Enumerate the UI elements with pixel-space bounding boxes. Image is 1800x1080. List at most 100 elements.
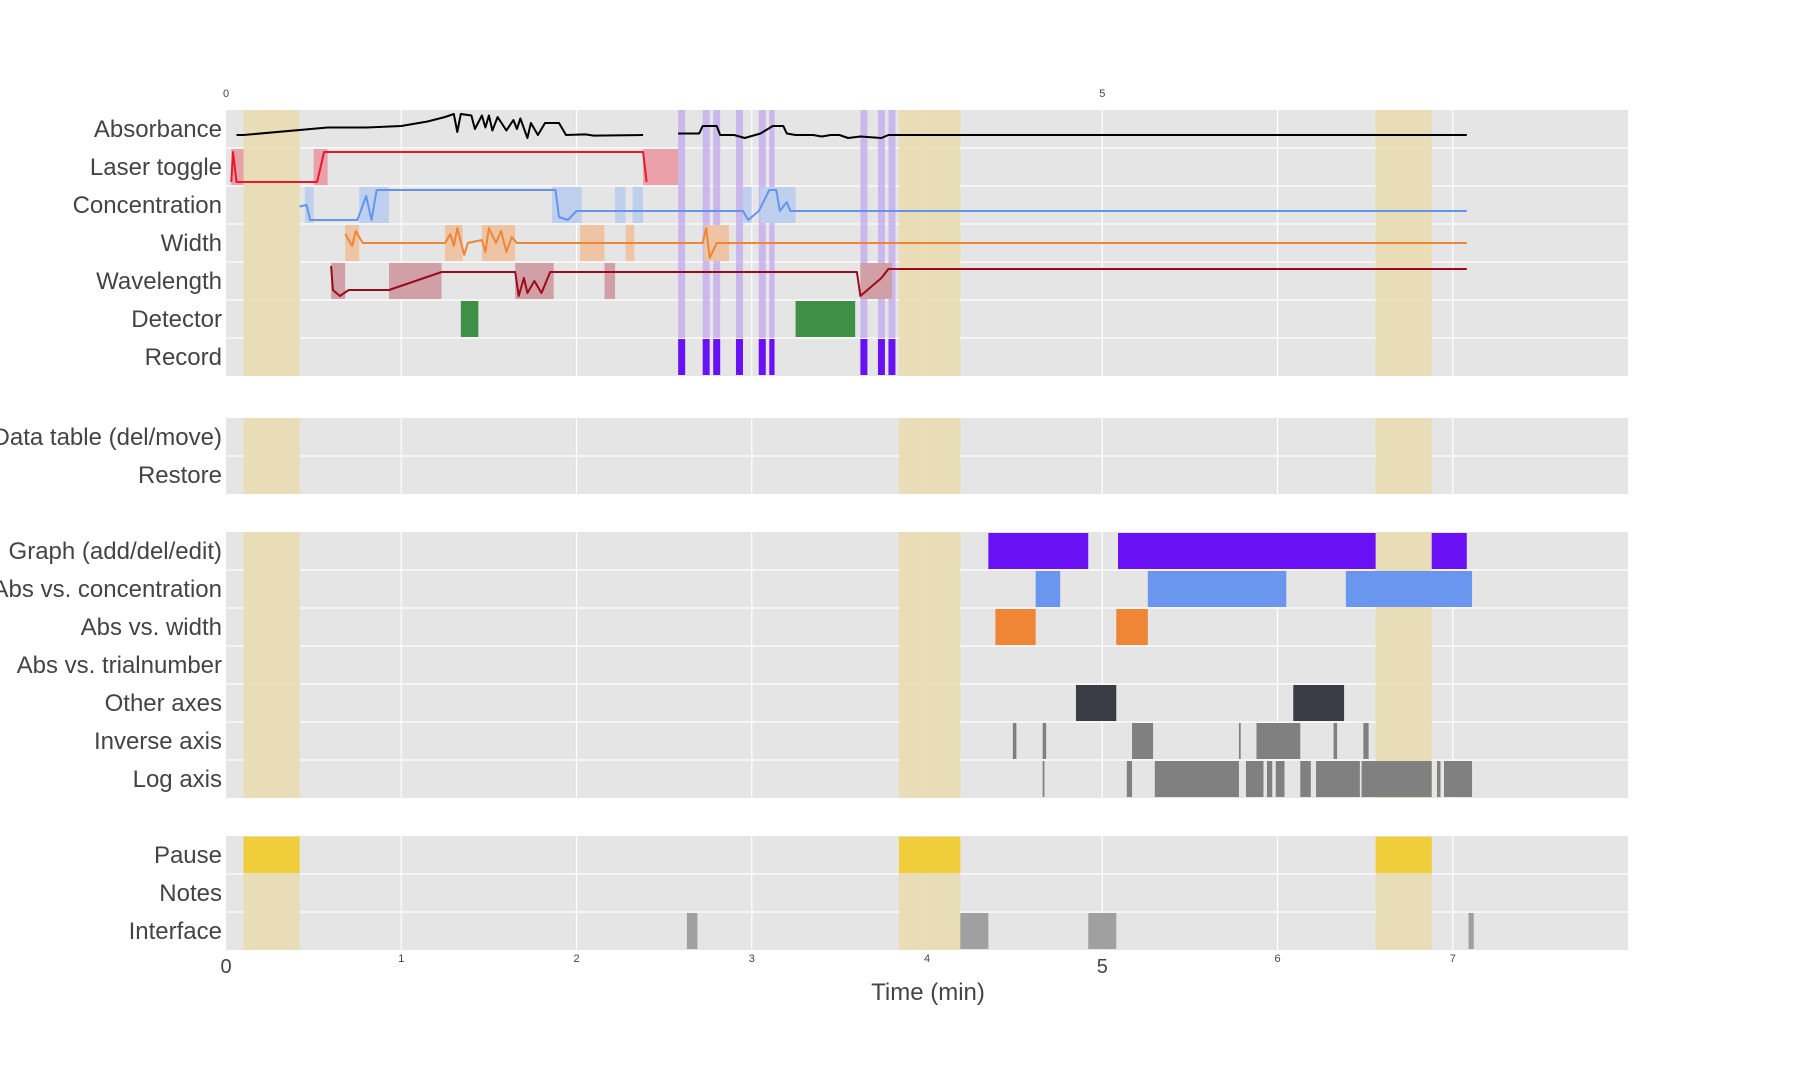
segments-layer — [231, 149, 1474, 949]
event-segment — [643, 149, 679, 185]
record-overlay — [860, 110, 868, 338]
record-overlay — [877, 110, 885, 338]
event-segment — [1345, 571, 1473, 607]
event-segment — [1118, 533, 1376, 569]
event-segment — [735, 339, 743, 375]
event-segment — [1436, 761, 1441, 797]
event-segment — [795, 301, 856, 337]
event-segment — [1075, 685, 1117, 721]
event-segment — [243, 837, 300, 873]
record-overlay — [769, 110, 775, 338]
lane-label: Abs vs. trialnumber — [17, 652, 222, 679]
lane-labels-layer: Absorbance Laser toggle Concentration Width… — [0, 116, 222, 945]
event-segment — [1443, 761, 1473, 797]
lane-label: Inverse axis — [94, 728, 222, 755]
event-segment — [1042, 723, 1047, 759]
x-axis-title: Time (min) — [871, 979, 985, 1006]
event-segment — [995, 609, 1036, 645]
lane-label: Abs vs. width — [81, 614, 222, 641]
event-segment — [678, 339, 686, 375]
pause-overlay — [243, 418, 300, 494]
lane-label: Record — [145, 344, 222, 371]
event-segment — [1147, 571, 1287, 607]
event-segment — [460, 301, 479, 337]
event-segment — [1361, 761, 1432, 797]
event-segment — [1375, 837, 1432, 873]
event-segment — [1468, 913, 1474, 949]
event-segment — [1042, 761, 1045, 797]
event-segment — [888, 339, 896, 375]
event-segment — [331, 263, 346, 299]
top-tick-label: 5 — [1099, 88, 1105, 100]
pause-overlay — [898, 418, 961, 494]
event-segment — [898, 837, 961, 873]
event-segment — [1116, 609, 1148, 645]
lane-label: Absorbance — [94, 116, 222, 143]
record-overlay — [888, 110, 896, 338]
bottom-tick-label: 1 — [398, 953, 404, 965]
tick-labels-layer: 0 5 0 1 2 3 4 5 6 7 — [220, 88, 1455, 978]
bottom-tick-label: 3 — [749, 953, 755, 965]
event-segment — [1132, 723, 1154, 759]
lane-label: Concentration — [73, 192, 222, 219]
event-segment — [1431, 533, 1467, 569]
event-segment — [1035, 571, 1061, 607]
record-overlay-layer — [678, 110, 896, 338]
record-overlay — [758, 110, 766, 338]
event-segment — [604, 263, 616, 299]
bottom-tick-label: 0 — [220, 956, 231, 978]
lane-label: Width — [161, 230, 222, 257]
lane-label: Interface — [129, 918, 222, 945]
bottom-tick-label: 4 — [924, 953, 930, 965]
record-overlay — [713, 110, 721, 338]
record-overlay — [702, 110, 710, 338]
record-overlay — [678, 110, 686, 338]
bottom-tick-label: 6 — [1274, 953, 1280, 965]
event-segment — [1088, 913, 1117, 949]
event-segment — [1012, 723, 1017, 759]
event-segment — [1256, 723, 1301, 759]
event-segment — [1300, 761, 1311, 797]
event-segment — [742, 187, 752, 223]
pause-overlay — [1375, 418, 1432, 494]
series-line — [230, 151, 648, 183]
lane-label: Log axis — [133, 766, 222, 793]
event-segment — [877, 339, 885, 375]
series-line — [344, 227, 1467, 259]
event-segment — [1126, 761, 1133, 797]
event-segment — [1238, 723, 1241, 759]
pause-overlay — [243, 532, 300, 798]
event-segment — [758, 339, 766, 375]
top-tick-label: 0 — [223, 88, 229, 100]
event-segment — [960, 913, 989, 949]
lane-label: Restore — [138, 462, 222, 489]
bottom-tick-label: 7 — [1450, 953, 1456, 965]
event-segment — [860, 263, 892, 299]
pause-overlay — [243, 110, 300, 376]
event-segment — [304, 187, 314, 223]
lane-label: Abs vs. concentration — [0, 576, 222, 603]
lane-label: Laser toggle — [90, 154, 222, 181]
pause-overlay — [898, 532, 961, 798]
series-line — [299, 189, 1467, 221]
bottom-tick-label: 2 — [573, 953, 579, 965]
lane-label: Other axes — [105, 690, 222, 717]
event-segment — [1266, 761, 1273, 797]
event-segment — [1293, 685, 1345, 721]
event-segment — [632, 187, 644, 223]
lines-layer — [230, 113, 1467, 297]
lane-label: Pause — [154, 842, 222, 869]
event-segment — [1245, 761, 1264, 797]
event-segment — [769, 339, 775, 375]
lane-label: Wavelength — [96, 268, 222, 295]
lane-label: Notes — [159, 880, 222, 907]
series-line — [330, 265, 1467, 297]
event-segment — [1363, 723, 1369, 759]
event-segment — [702, 339, 710, 375]
event-segment — [615, 187, 626, 223]
series-line — [236, 113, 1467, 139]
event-segment — [860, 339, 868, 375]
event-segment — [1275, 761, 1285, 797]
event-segment — [686, 913, 698, 949]
